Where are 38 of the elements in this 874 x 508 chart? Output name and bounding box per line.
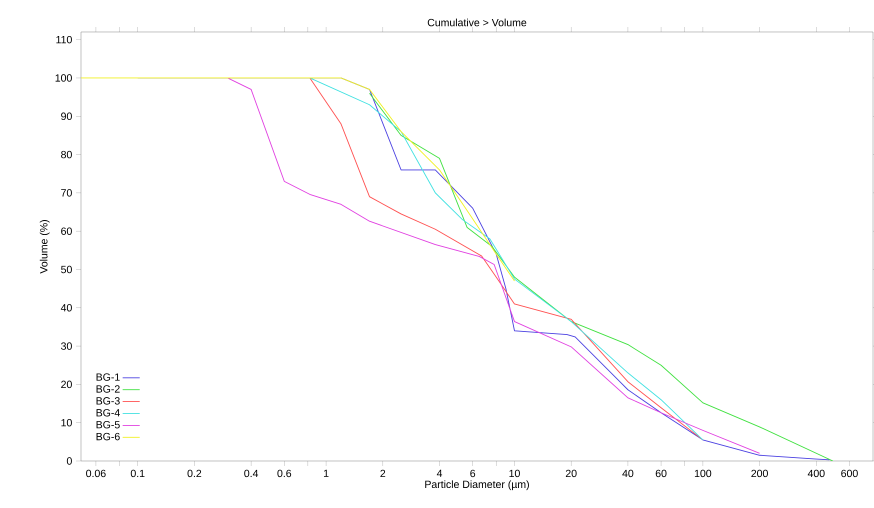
y-tick-label: 60 (61, 227, 72, 235)
y-tick-label: 50 (61, 266, 72, 274)
x-tick-label: 4 (436, 470, 442, 477)
y-axis-title: Volume (%) (40, 220, 50, 274)
y-tick-label: 20 (61, 380, 72, 388)
legend-label: BG-6 (96, 432, 120, 440)
x-tick-label: 60 (656, 470, 667, 478)
x-tick-label: 200 (751, 470, 768, 478)
x-tick-label: 100 (694, 470, 712, 478)
x-tick-label: 0.1 (130, 470, 144, 478)
x-axis-title: Particle Diameter (µm) (425, 480, 529, 490)
y-tick-label: 10 (61, 418, 72, 426)
y-tick-label: 0 (66, 457, 72, 465)
x-tick-label: 6 (470, 470, 476, 478)
y-tick-label: 80 (61, 150, 72, 158)
x-tick-label: 40 (622, 470, 634, 478)
chart-title: Cumulative > Volume (428, 18, 526, 26)
x-tick-label: 2 (380, 470, 386, 478)
x-tick-label: 400 (808, 470, 825, 478)
y-tick-label: 30 (61, 342, 72, 350)
x-tick-label: 0.6 (277, 470, 292, 478)
x-tick-label: 600 (841, 470, 858, 478)
x-tick-label: 0.4 (244, 470, 258, 478)
x-tick-label: 1 (324, 470, 328, 477)
legend-label: BG-5 (96, 420, 120, 428)
x-tick-label: 20 (566, 470, 577, 478)
y-tick-label: 70 (61, 189, 72, 197)
y-tick-label: 100 (56, 74, 72, 82)
x-tick-label: 0.2 (188, 470, 202, 478)
legend-label: BG-4 (96, 409, 120, 417)
y-tick-label: 90 (61, 112, 72, 120)
y-tick-label: 40 (60, 304, 72, 312)
legend-label: BG-2 (96, 385, 120, 393)
y-tick-label: 110 (56, 36, 72, 44)
x-tick-label: 0.06 (86, 470, 106, 478)
legend-label: BG-1 (96, 373, 120, 381)
legend-label: BG-3 (96, 397, 120, 405)
x-tick-label: 10 (509, 470, 520, 478)
